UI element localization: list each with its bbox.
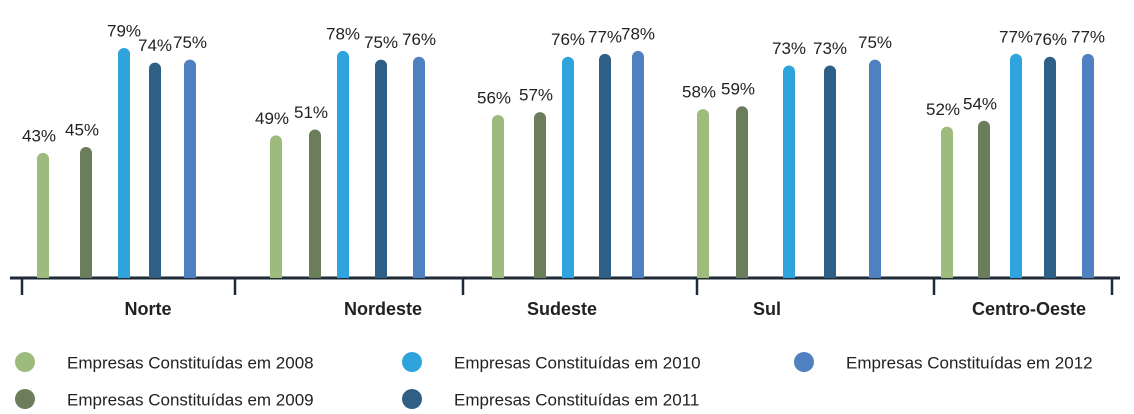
value-label: 76%	[551, 30, 585, 49]
value-label: 49%	[255, 109, 289, 128]
x-tick-label: Norte	[124, 299, 171, 319]
value-label: 59%	[721, 80, 755, 99]
bar	[309, 129, 321, 278]
bar	[941, 126, 953, 278]
legend-label: Empresas Constituídas em 2012	[846, 353, 1093, 372]
bar	[562, 56, 574, 278]
bar	[492, 114, 504, 278]
bar	[736, 106, 748, 279]
value-label: 73%	[813, 39, 847, 58]
bar	[824, 65, 836, 278]
legend-marker	[402, 389, 422, 409]
value-label: 75%	[364, 33, 398, 52]
x-tick-label: Nordeste	[344, 299, 422, 319]
legend-label: Empresas Constituídas em 2009	[67, 390, 314, 409]
legend-marker	[402, 352, 422, 372]
bar	[632, 50, 644, 279]
bar	[270, 135, 282, 278]
legend-label: Empresas Constituídas em 2008	[67, 353, 314, 372]
bar	[978, 120, 990, 278]
value-label: 74%	[138, 36, 172, 55]
bar	[869, 59, 881, 278]
value-label: 77%	[588, 27, 622, 46]
value-label: 51%	[294, 103, 328, 122]
bar	[184, 59, 196, 278]
value-label: 75%	[858, 33, 892, 52]
value-label: 78%	[326, 24, 360, 43]
bar	[1082, 53, 1094, 278]
x-tick-label: Sul	[753, 299, 781, 319]
value-label: 45%	[65, 120, 99, 139]
x-tick-label: Centro-Oeste	[972, 299, 1086, 319]
value-label: 54%	[963, 94, 997, 113]
bar	[118, 48, 130, 279]
value-label: 57%	[519, 86, 553, 105]
bar	[37, 152, 49, 278]
bar	[413, 56, 425, 278]
bar	[534, 112, 546, 278]
value-label: 73%	[772, 39, 806, 58]
value-label: 77%	[999, 27, 1033, 46]
value-label: 76%	[1033, 30, 1067, 49]
legend-marker	[15, 389, 35, 409]
value-label: 75%	[173, 33, 207, 52]
value-label: 77%	[1071, 27, 1105, 46]
value-label: 52%	[926, 100, 960, 119]
bar	[1010, 53, 1022, 278]
value-label: 78%	[621, 24, 655, 43]
value-label: 79%	[107, 22, 141, 41]
value-label: 43%	[22, 126, 56, 145]
bar	[80, 147, 92, 278]
bar	[149, 62, 161, 278]
bar	[375, 59, 387, 278]
bar	[1044, 56, 1056, 278]
bar	[783, 65, 795, 278]
value-label: 56%	[477, 88, 511, 107]
bar	[337, 50, 349, 279]
legend-label: Empresas Constituídas em 2010	[454, 353, 701, 372]
legend-marker	[15, 352, 35, 372]
legend-label: Empresas Constituídas em 2011	[454, 390, 699, 409]
legend-marker	[794, 352, 814, 372]
x-tick-label: Sudeste	[527, 299, 597, 319]
bar	[599, 53, 611, 278]
value-label: 76%	[402, 30, 436, 49]
bar	[697, 109, 709, 279]
value-label: 58%	[682, 83, 716, 102]
